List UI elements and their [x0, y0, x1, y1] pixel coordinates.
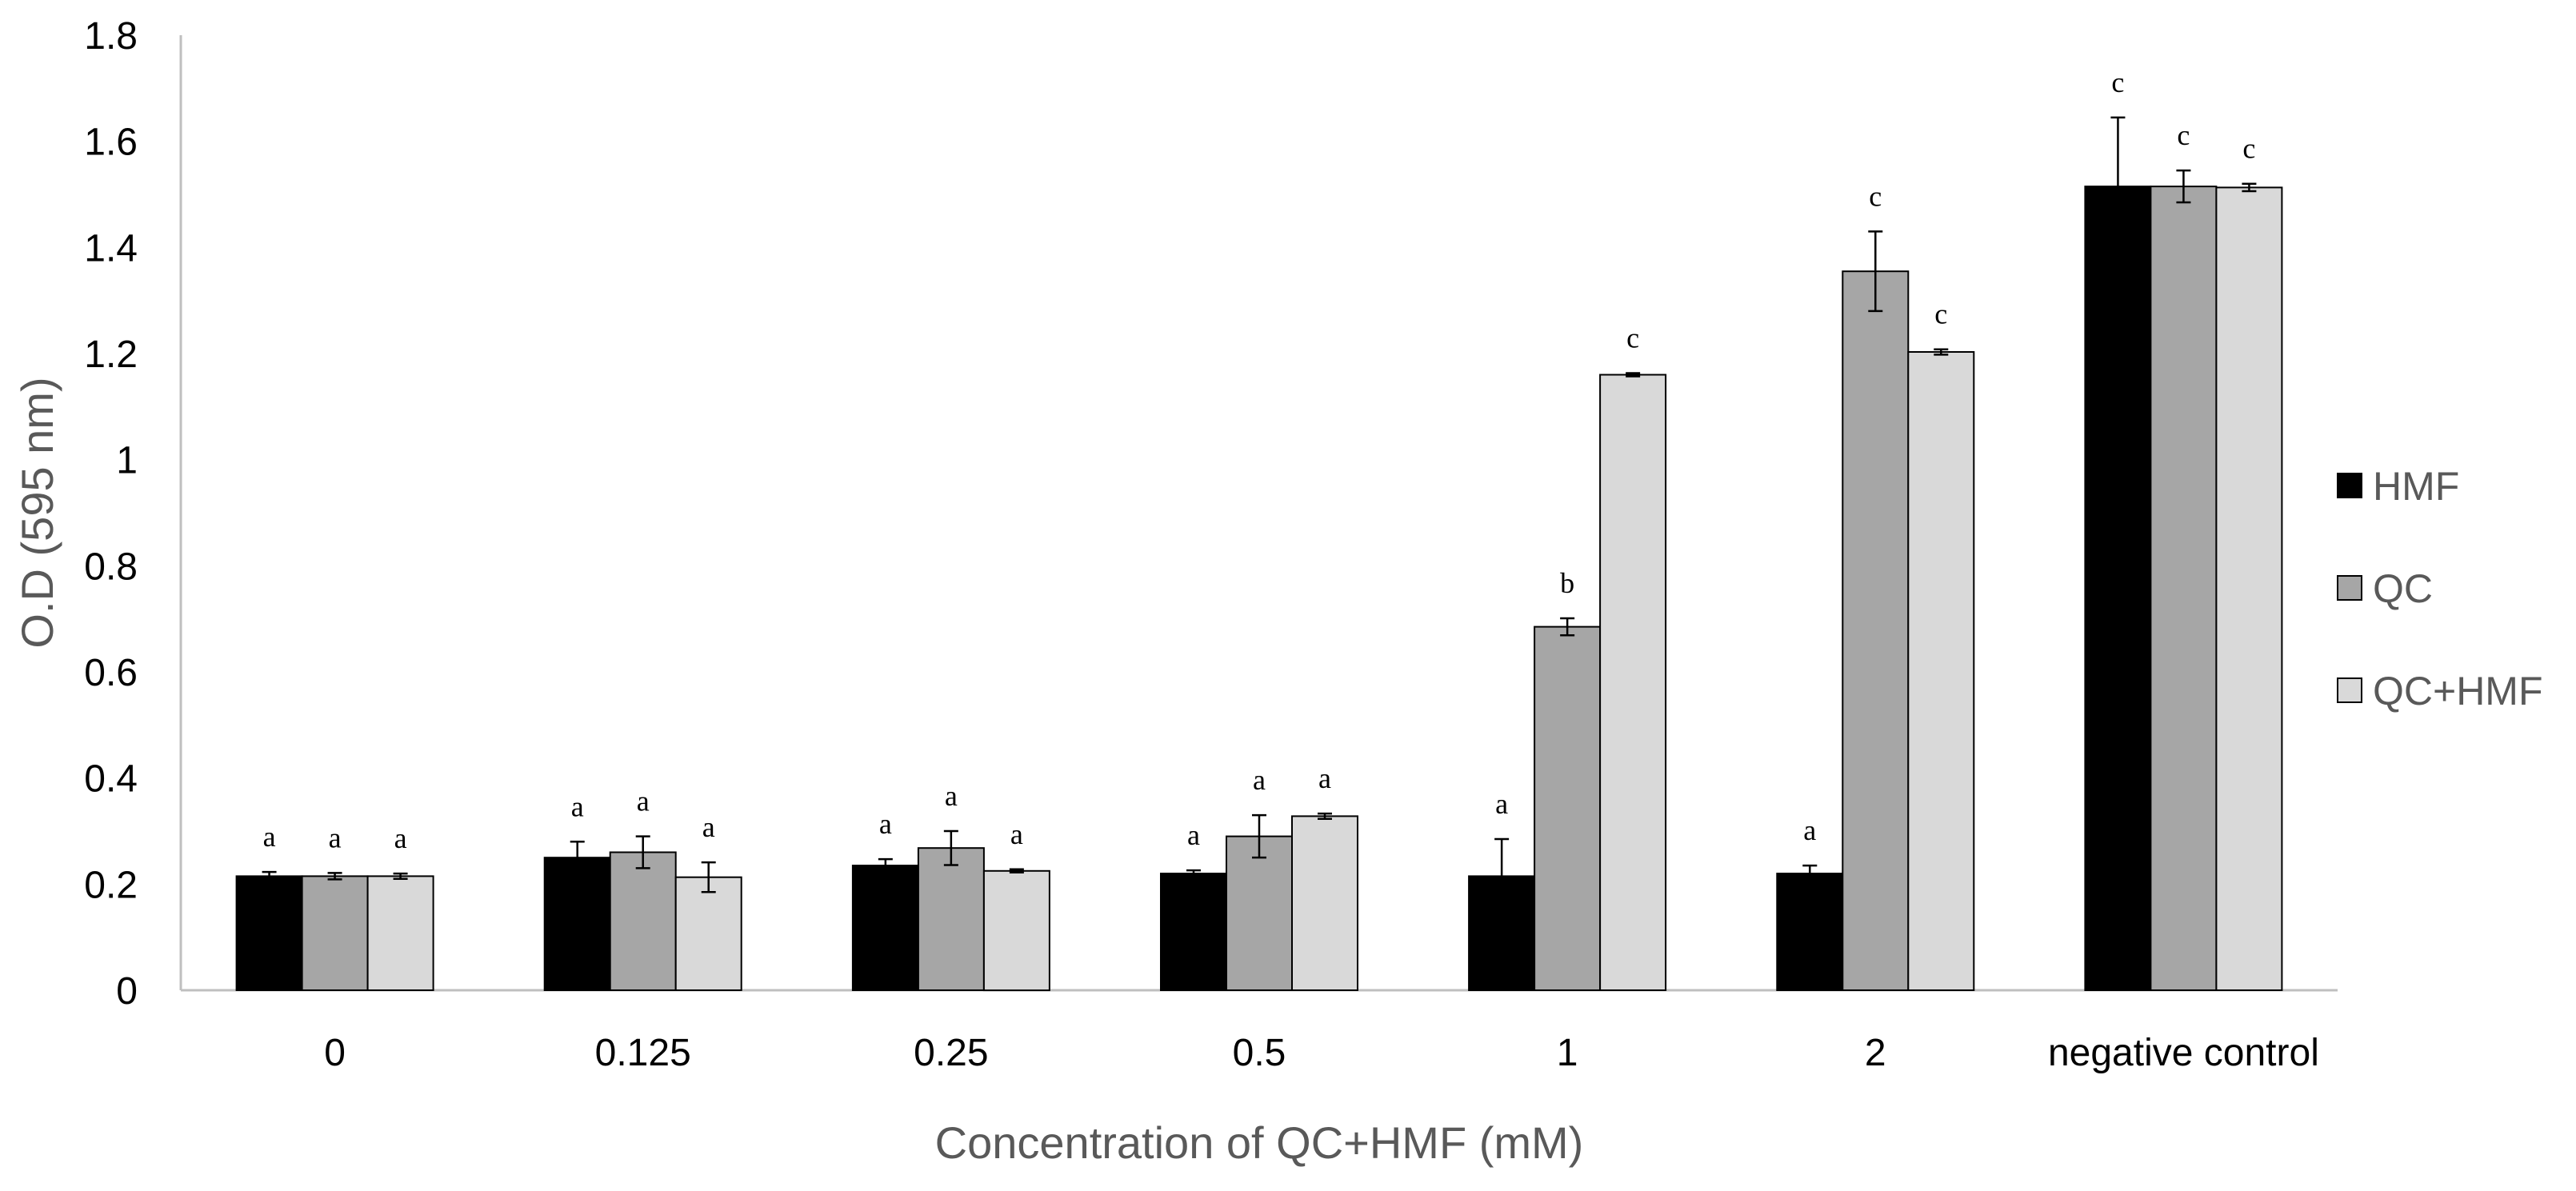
- bar: [1291, 815, 1358, 992]
- y-axis-title: O.D (595 nm): [12, 377, 62, 648]
- y-tick-label: 1: [116, 440, 138, 482]
- y-tick-label: 1.6: [84, 122, 138, 164]
- significance-letter: a: [571, 790, 584, 822]
- significance-letter: c: [2177, 119, 2190, 151]
- bar: [1534, 625, 1602, 991]
- significance-letter: a: [329, 821, 342, 853]
- x-tick-label: 0.125: [595, 1032, 691, 1074]
- bar: [674, 876, 742, 991]
- y-tick-label: 0.4: [84, 758, 138, 801]
- bar: [543, 857, 611, 991]
- y-tick-label: 1.2: [84, 334, 138, 376]
- significance-letter: a: [1495, 788, 1508, 820]
- significance-letter: a: [1010, 818, 1023, 850]
- x-tick-label: negative control: [2048, 1032, 2319, 1074]
- significance-letter: a: [879, 808, 892, 840]
- significance-letter: a: [702, 811, 715, 843]
- bar: [1160, 873, 1227, 991]
- x-axis-ticks: 0 0.125 0.25 0.5 1 2 negative control: [324, 1032, 2319, 1074]
- significance-letter: a: [1318, 762, 1331, 794]
- error-bar-group: [262, 116, 2257, 915]
- significance-letter: a: [394, 822, 407, 854]
- bar-series-group: [235, 186, 2283, 992]
- bar: [917, 847, 985, 991]
- significance-letter: a: [637, 785, 650, 817]
- legend-label: HMF: [2373, 464, 2459, 509]
- significance-letter: c: [2111, 66, 2124, 98]
- legend-swatch: [2337, 575, 2362, 601]
- bar: [2215, 186, 2283, 991]
- significance-letter: c: [1869, 180, 1882, 212]
- x-tick-label: 0.25: [914, 1032, 988, 1074]
- bar: [1599, 374, 1667, 991]
- x-tick-label: 2: [1865, 1032, 1886, 1074]
- y-tick-label: 1.8: [84, 15, 138, 58]
- bar: [1907, 351, 1975, 991]
- bar: [2084, 186, 2152, 992]
- significance-letter: a: [263, 821, 276, 853]
- legend-swatch: [2337, 473, 2362, 498]
- y-tick-label: 0.2: [84, 864, 138, 906]
- bar: [982, 869, 1050, 992]
- significance-letter: c: [2242, 133, 2255, 165]
- x-tick-label: 0.5: [1233, 1032, 1286, 1074]
- x-tick-label: 1: [1557, 1032, 1578, 1074]
- bar: [235, 875, 303, 992]
- bar: [609, 851, 677, 991]
- y-tick-label: 0.8: [84, 546, 138, 588]
- significance-letter-group: a a a a a a a a a a a a a b c a c c c c c: [263, 66, 2256, 854]
- x-axis-title: Concentration of QC+HMF (mM): [935, 1117, 1584, 1168]
- significance-letter: a: [945, 780, 958, 812]
- bar: [1226, 835, 1293, 991]
- significance-letter: a: [1803, 814, 1816, 846]
- significance-letter: a: [1253, 764, 1266, 796]
- significance-letter: b: [1560, 567, 1574, 599]
- legend-label: QC+HMF: [2373, 669, 2543, 713]
- y-tick-label: 1.4: [84, 227, 138, 270]
- x-tick-label: 0: [324, 1032, 346, 1074]
- bar: [1776, 873, 1844, 991]
- y-tick-label: 0: [116, 970, 138, 1013]
- legend-label: QC: [2373, 566, 2433, 611]
- significance-letter: c: [1934, 298, 1947, 330]
- significance-letter: c: [1626, 322, 1639, 354]
- bar: [301, 875, 369, 992]
- bar: [2150, 186, 2218, 992]
- bar: [1842, 270, 1910, 991]
- bar: [851, 865, 919, 991]
- bar: [366, 875, 434, 992]
- legend-swatch: [2337, 677, 2362, 703]
- significance-letter: a: [1187, 819, 1200, 851]
- y-tick-label: 0.6: [84, 652, 138, 694]
- legend: HMF QC QC+HMF: [2337, 464, 2543, 713]
- y-axis-ticks: 0 0.2 0.4 0.6 0.8 1 1.2 1.4 1.6 1.8: [84, 15, 138, 1013]
